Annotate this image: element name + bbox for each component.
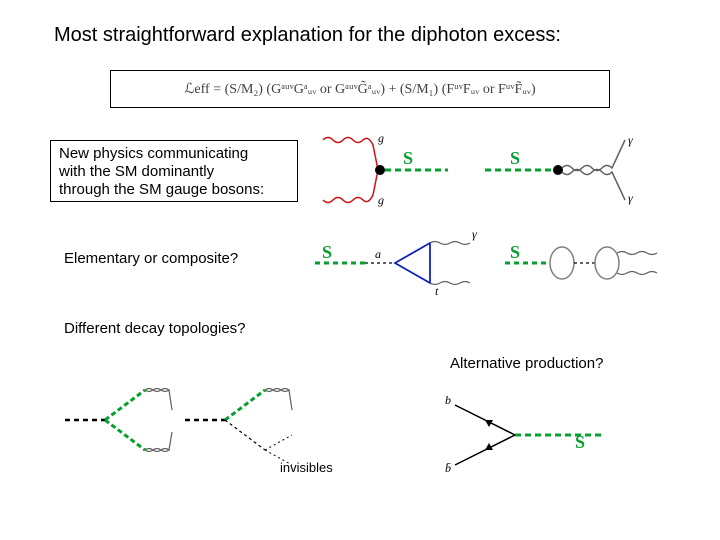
b-label: b bbox=[445, 393, 451, 407]
invisible-line-icon bbox=[265, 435, 292, 450]
diagram-decay-1 bbox=[60, 370, 190, 470]
fermion-triangle-icon bbox=[395, 243, 430, 283]
diagram-decay-invisibles bbox=[180, 370, 310, 470]
question-decay-topologies: Different decay topologies? bbox=[64, 320, 246, 337]
gamma-label: γ bbox=[628, 133, 633, 147]
bbar-label: b̄ bbox=[445, 461, 451, 475]
gluon-line-icon bbox=[323, 170, 378, 203]
question-elementary-composite: Elementary or composite? bbox=[64, 250, 238, 267]
invisible-line-icon bbox=[225, 420, 265, 450]
s-label: S bbox=[510, 242, 520, 262]
gluon-label: g bbox=[378, 193, 384, 207]
gamma-label: γ bbox=[628, 191, 633, 205]
loop-icon bbox=[595, 247, 619, 279]
s-line-icon bbox=[105, 390, 145, 420]
photon-line-icon bbox=[562, 170, 625, 201]
s-line-icon bbox=[225, 390, 265, 420]
callout-box: New physics communicating with the SM do… bbox=[50, 140, 298, 202]
gluon-label: g bbox=[378, 131, 384, 145]
a-label: a bbox=[375, 247, 381, 261]
invisibles-label: invisibles bbox=[280, 460, 333, 475]
s-label: S bbox=[575, 432, 585, 452]
diagram-gg-s: g g S bbox=[318, 130, 468, 210]
callout-line-3: through the SM gauge bosons: bbox=[59, 181, 289, 199]
diagram-s-gammagamma: S γ γ bbox=[480, 130, 640, 210]
lagrangian-equation: ℒeff = (S/M₂) (GᵃᵘᵛGᵃᵤᵥ or GᵃᵘᵛG̃ᵃᵤᵥ) + … bbox=[110, 70, 610, 108]
t-label: t bbox=[435, 284, 439, 298]
gamma-label: γ bbox=[472, 228, 477, 241]
page-title: Most straightforward explanation for the… bbox=[54, 24, 561, 47]
photon-line-icon bbox=[562, 140, 625, 171]
s-line-icon bbox=[105, 420, 145, 450]
s-label: S bbox=[403, 148, 413, 168]
question-alternative-production: Alternative production? bbox=[450, 355, 603, 372]
diagram-bb-s: S b b̄ bbox=[440, 390, 640, 480]
vertex-icon bbox=[375, 165, 385, 175]
callout-line-2: with the SM dominantly bbox=[59, 163, 289, 181]
s-label: S bbox=[510, 148, 520, 168]
s-label: S bbox=[322, 242, 332, 262]
photon-line-icon bbox=[617, 272, 657, 275]
diagram-double-loop: S bbox=[500, 228, 680, 298]
gluon-line-icon bbox=[323, 138, 378, 171]
diagram-triangle-loop: S a γ t bbox=[310, 228, 490, 298]
vertex-icon bbox=[553, 165, 563, 175]
photon-line-icon bbox=[430, 242, 470, 245]
loop-icon bbox=[550, 247, 574, 279]
callout-line-1: New physics communicating bbox=[59, 145, 289, 163]
photon-line-icon bbox=[617, 252, 657, 255]
